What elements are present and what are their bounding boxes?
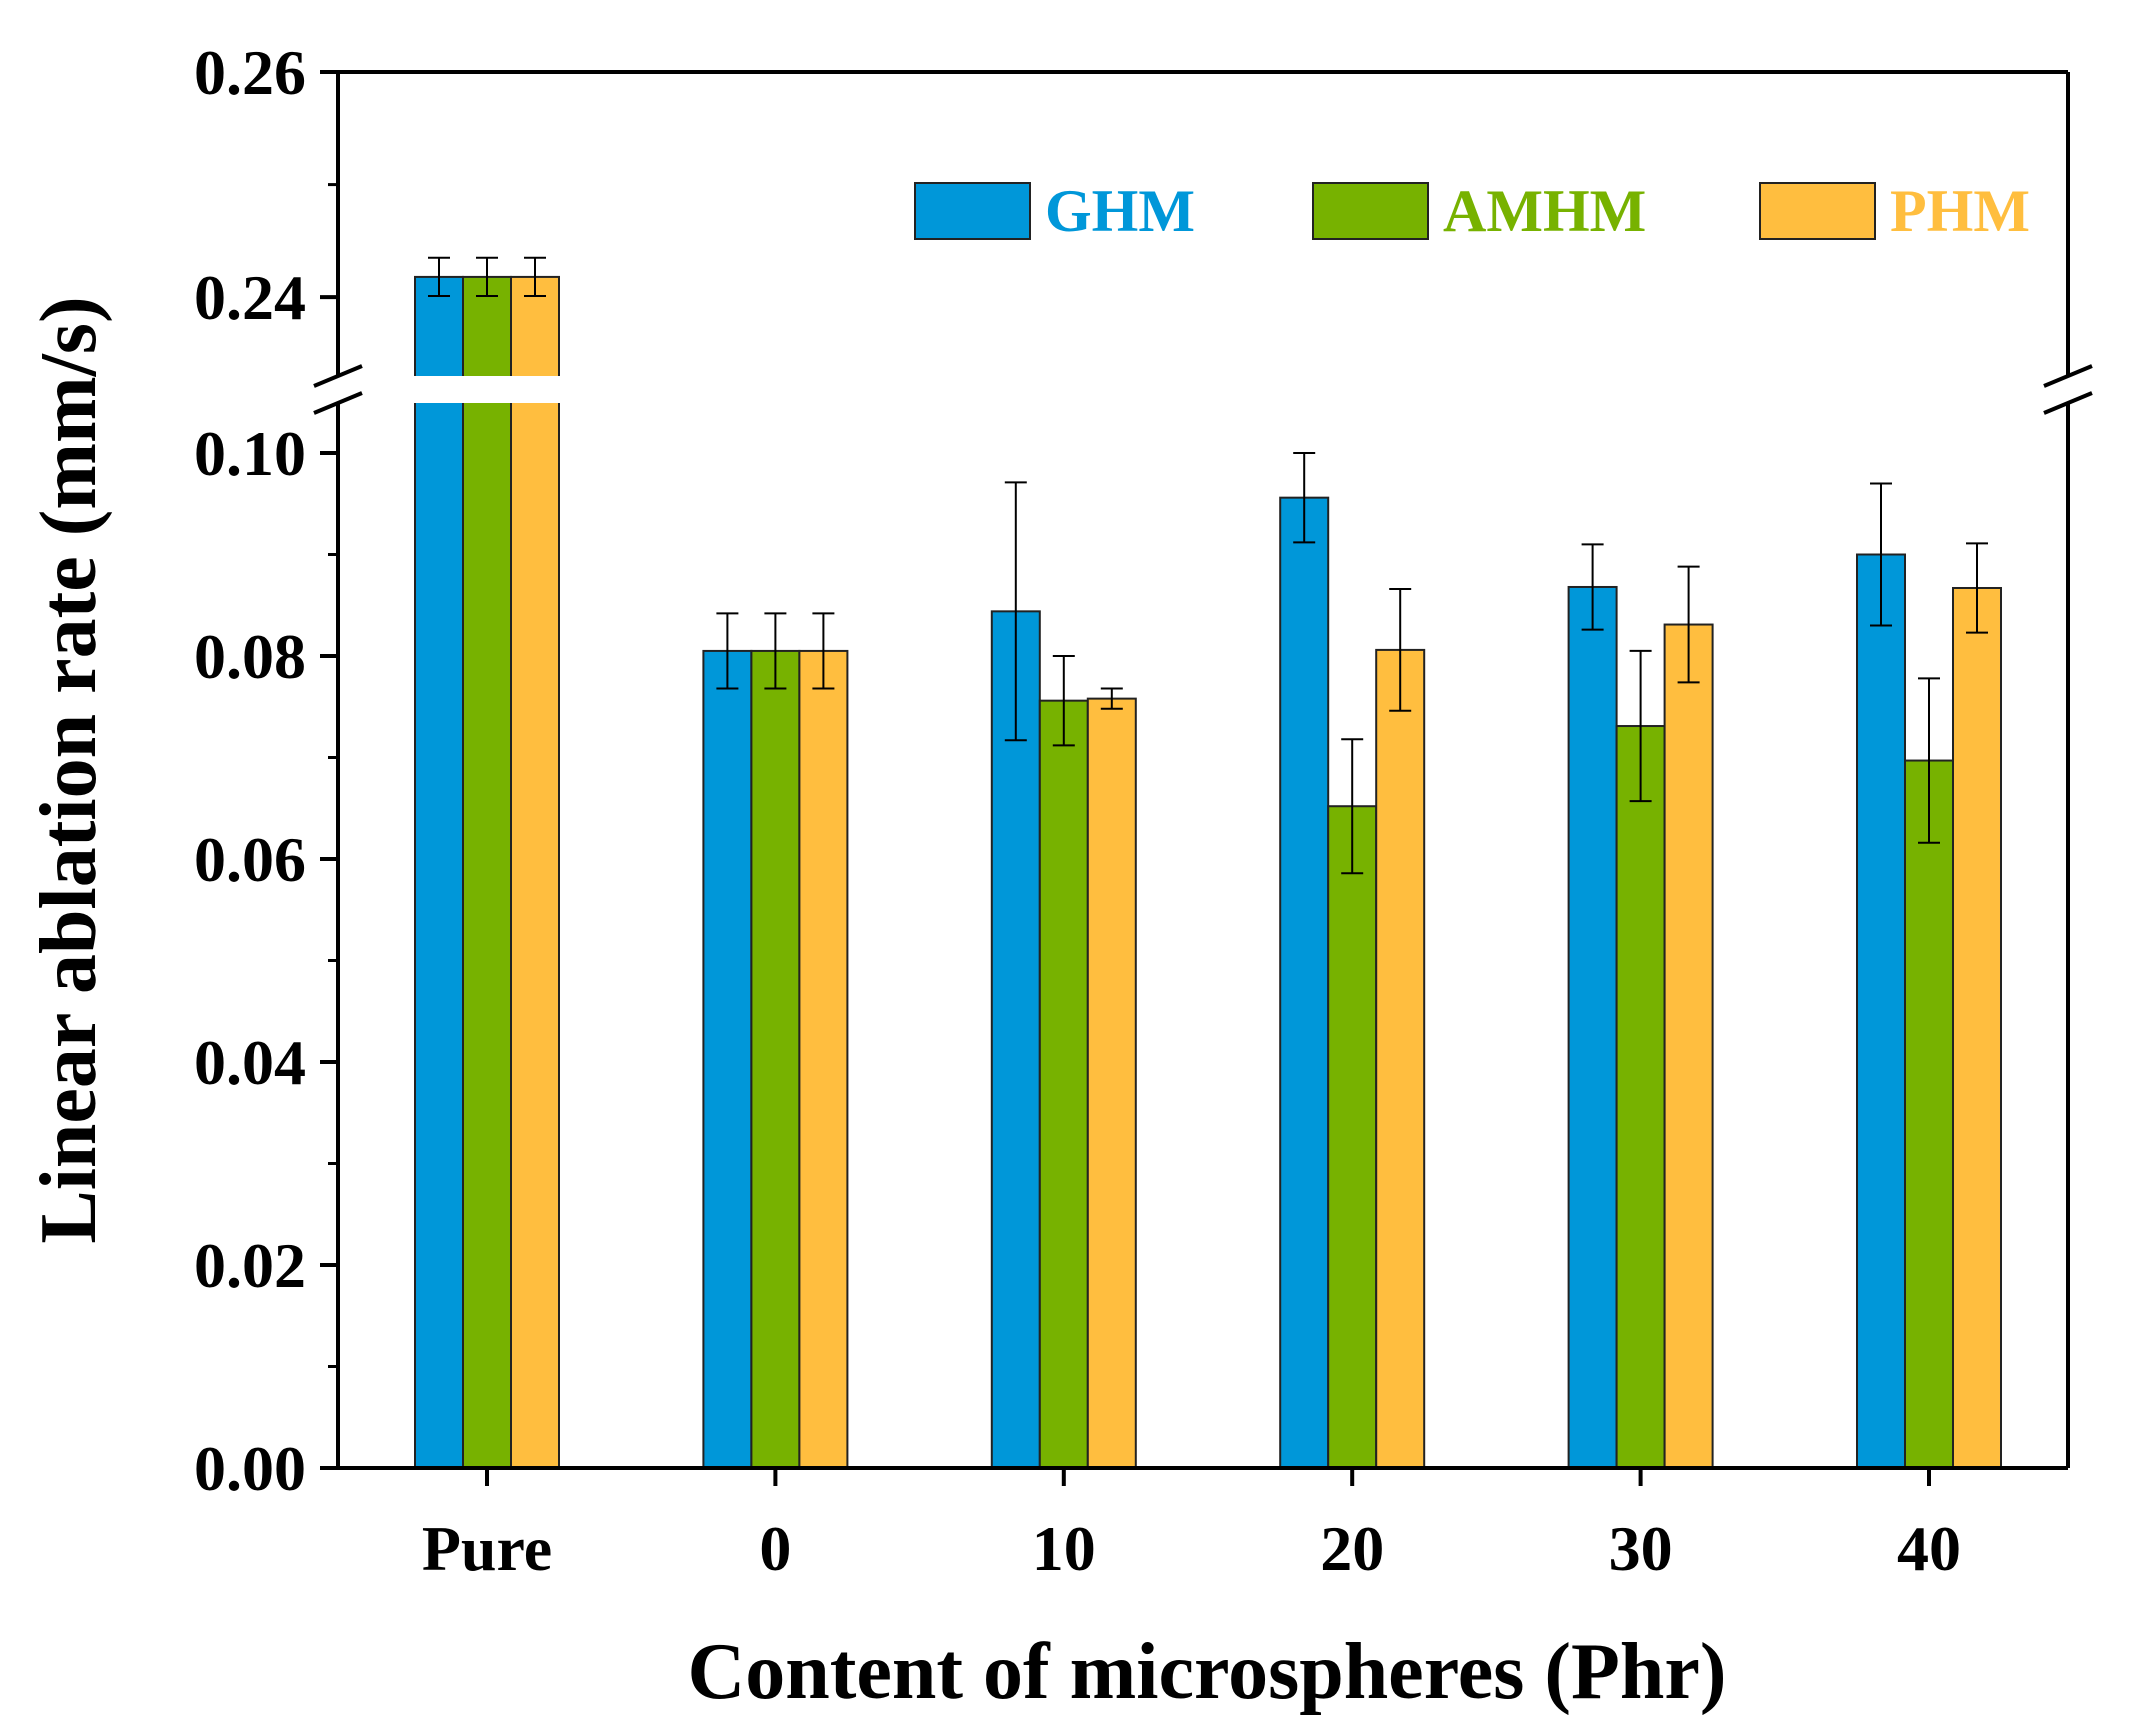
bar-amhm-10 xyxy=(1038,699,1089,1469)
legend-label-amhm: AMHM xyxy=(1443,178,1646,244)
plot-area xyxy=(414,256,2002,1470)
y-tick-label: 0.24 xyxy=(194,262,306,333)
y-axis-title: Linear ablation rate (mm/s) xyxy=(25,296,113,1243)
bar-amhm-pure xyxy=(462,275,512,1469)
axis-break xyxy=(313,364,2093,415)
bar-ghm-30 xyxy=(1567,585,1618,1469)
bar-ghm-0 xyxy=(702,649,753,1469)
x-axis: Pure 0 10 20 30 40 xyxy=(422,1468,1961,1584)
x-tick-label-20: 20 xyxy=(1320,1513,1384,1584)
x-tick-label-10: 10 xyxy=(1032,1513,1096,1584)
x-tick-label-40: 40 xyxy=(1897,1513,1961,1584)
bar-amhm-40 xyxy=(1904,759,1954,1469)
bar-amhm-0 xyxy=(750,649,801,1469)
bar-ghm-20 xyxy=(1279,496,1330,1470)
bar-phm-30 xyxy=(1663,623,1714,1469)
x-tick-label-0: 0 xyxy=(759,1513,791,1584)
plot-frame xyxy=(336,70,2070,1470)
y-tick-label: 0.04 xyxy=(194,1027,306,1098)
legend-swatch-phm xyxy=(1759,182,1876,240)
y-tick-label: 0.26 xyxy=(194,37,306,108)
bar-phm-40 xyxy=(1952,586,2002,1469)
y-tick-label: 0.02 xyxy=(194,1230,306,1301)
legend: GHM AMHM PHM xyxy=(914,178,2030,244)
bar-ghm-pure xyxy=(414,275,464,1469)
y-tick-label: 0.00 xyxy=(194,1433,306,1504)
y-axis: 0.00 0.02 0.04 0.06 0.08 0.10 0.24 0.26 xyxy=(194,37,338,1504)
legend-label-ghm: GHM xyxy=(1045,178,1195,244)
bar-phm-pure xyxy=(510,275,560,1469)
x-tick-label-30: 30 xyxy=(1609,1513,1673,1584)
axis-break-gap xyxy=(340,376,2066,403)
x-tick-label-pure: Pure xyxy=(422,1513,552,1584)
y-tick-label: 0.08 xyxy=(194,621,306,692)
bar-phm-20 xyxy=(1375,648,1426,1469)
y-tick-label: 0.10 xyxy=(194,418,306,489)
bar-amhm-30 xyxy=(1615,725,1666,1469)
bar-phm-10 xyxy=(1086,697,1137,1469)
bar-ghm-40 xyxy=(1856,553,1906,1469)
legend-swatch-amhm xyxy=(1312,182,1429,240)
x-axis-title: Content of microspheres (Phr) xyxy=(687,1628,1726,1716)
y-tick-label: 0.06 xyxy=(194,824,306,895)
bar-phm-0 xyxy=(798,649,849,1469)
legend-swatch-ghm xyxy=(914,182,1031,240)
legend-label-phm: PHM xyxy=(1890,178,2030,244)
bar-amhm-20 xyxy=(1327,805,1378,1469)
